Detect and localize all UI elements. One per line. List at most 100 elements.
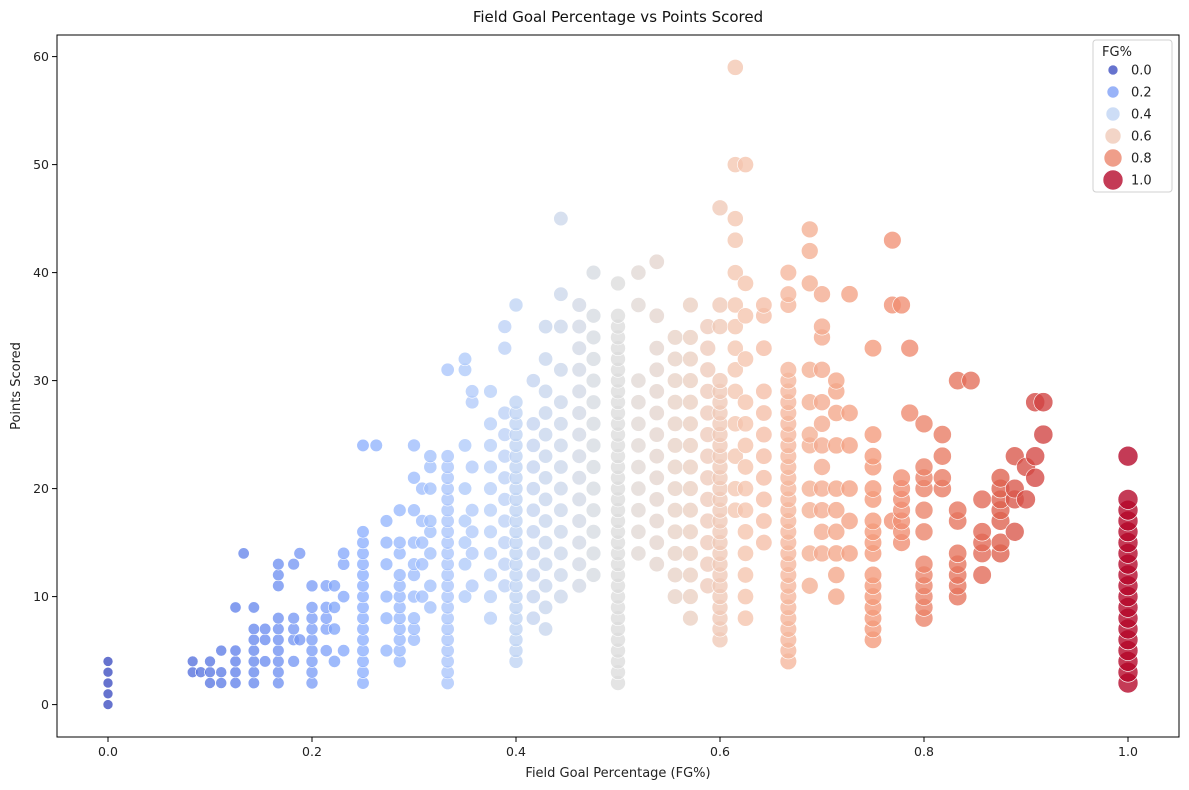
data-point — [483, 384, 498, 399]
data-point — [813, 285, 831, 304]
data-point — [972, 565, 992, 585]
x-tick-label: 0.8 — [914, 744, 934, 759]
data-point — [755, 382, 773, 400]
data-point — [914, 522, 934, 542]
data-point — [585, 308, 602, 324]
data-point — [840, 479, 859, 498]
data-point — [483, 524, 498, 539]
data-point — [726, 264, 744, 281]
data-point — [610, 275, 626, 292]
data-point — [585, 437, 602, 454]
data-point — [525, 589, 541, 604]
data-point — [667, 588, 684, 605]
data-point — [585, 372, 602, 389]
data-point — [840, 512, 859, 530]
data-point — [538, 470, 554, 486]
data-point — [585, 480, 602, 497]
data-point — [827, 371, 846, 390]
data-point — [585, 545, 602, 562]
y-tick-label: 0 — [41, 697, 49, 712]
data-point — [711, 199, 729, 217]
data-point — [630, 545, 647, 562]
data-point — [648, 534, 665, 551]
data-point — [648, 253, 665, 270]
data-point — [648, 405, 665, 421]
data-point — [247, 601, 260, 614]
legend-marker — [1102, 169, 1124, 191]
data-point — [863, 447, 883, 466]
data-point — [1033, 392, 1054, 413]
data-point — [538, 535, 554, 551]
data-point — [630, 437, 647, 454]
data-point — [667, 350, 684, 368]
data-point — [737, 393, 754, 411]
data-point — [571, 318, 587, 335]
data-point — [525, 524, 541, 540]
data-point — [328, 579, 341, 593]
data-point — [585, 459, 602, 475]
data-point — [553, 362, 569, 378]
data-point — [585, 329, 602, 346]
data-point — [682, 350, 699, 368]
legend-entry-label: 1.0 — [1131, 174, 1152, 189]
data-point — [892, 295, 911, 315]
data-point — [525, 373, 541, 388]
data-point — [585, 394, 602, 410]
data-point — [726, 296, 744, 314]
data-point — [465, 524, 480, 539]
data-point — [801, 425, 819, 444]
data-point — [972, 489, 992, 509]
data-point — [259, 622, 272, 636]
data-point — [305, 611, 319, 625]
data-point — [726, 383, 744, 400]
data-point — [801, 274, 819, 293]
data-point — [465, 459, 480, 475]
data-point — [319, 611, 333, 625]
x-tick-label: 1.0 — [1118, 744, 1138, 759]
data-point — [356, 525, 370, 539]
data-point — [813, 360, 831, 379]
legend-marker — [1104, 127, 1122, 145]
data-point — [726, 447, 744, 465]
data-point — [457, 513, 473, 529]
data-point — [813, 458, 831, 476]
data-point — [538, 621, 554, 637]
data-point — [328, 654, 341, 668]
data-point — [1117, 445, 1139, 467]
data-point — [305, 622, 319, 636]
data-point — [272, 676, 285, 690]
legend-marker — [1103, 148, 1123, 168]
data-point — [667, 502, 684, 519]
data-point — [287, 622, 300, 636]
data-point — [272, 622, 285, 636]
data-point — [726, 339, 744, 357]
data-point — [737, 156, 754, 174]
data-point — [682, 480, 699, 497]
y-tick-label: 50 — [33, 157, 49, 172]
x-tick-label: 0.6 — [710, 744, 730, 759]
data-point — [423, 578, 438, 593]
data-point — [457, 438, 473, 453]
data-point — [525, 502, 541, 518]
data-point — [737, 588, 754, 606]
data-point — [538, 383, 554, 399]
data-point — [571, 470, 587, 486]
data-point — [538, 351, 554, 367]
data-point — [682, 394, 699, 411]
data-point — [319, 644, 333, 657]
data-point — [247, 666, 260, 679]
data-point — [682, 415, 699, 432]
legend-entry-label: 0.6 — [1131, 130, 1152, 145]
data-point — [457, 557, 473, 572]
data-point — [287, 557, 300, 571]
data-point — [827, 587, 846, 606]
data-point — [630, 502, 647, 519]
data-point — [508, 297, 524, 313]
data-point — [840, 285, 859, 304]
y-tick-label: 20 — [33, 481, 49, 496]
data-point — [538, 448, 554, 464]
data-point — [571, 513, 587, 529]
data-point — [483, 416, 498, 431]
data-point — [737, 274, 754, 292]
